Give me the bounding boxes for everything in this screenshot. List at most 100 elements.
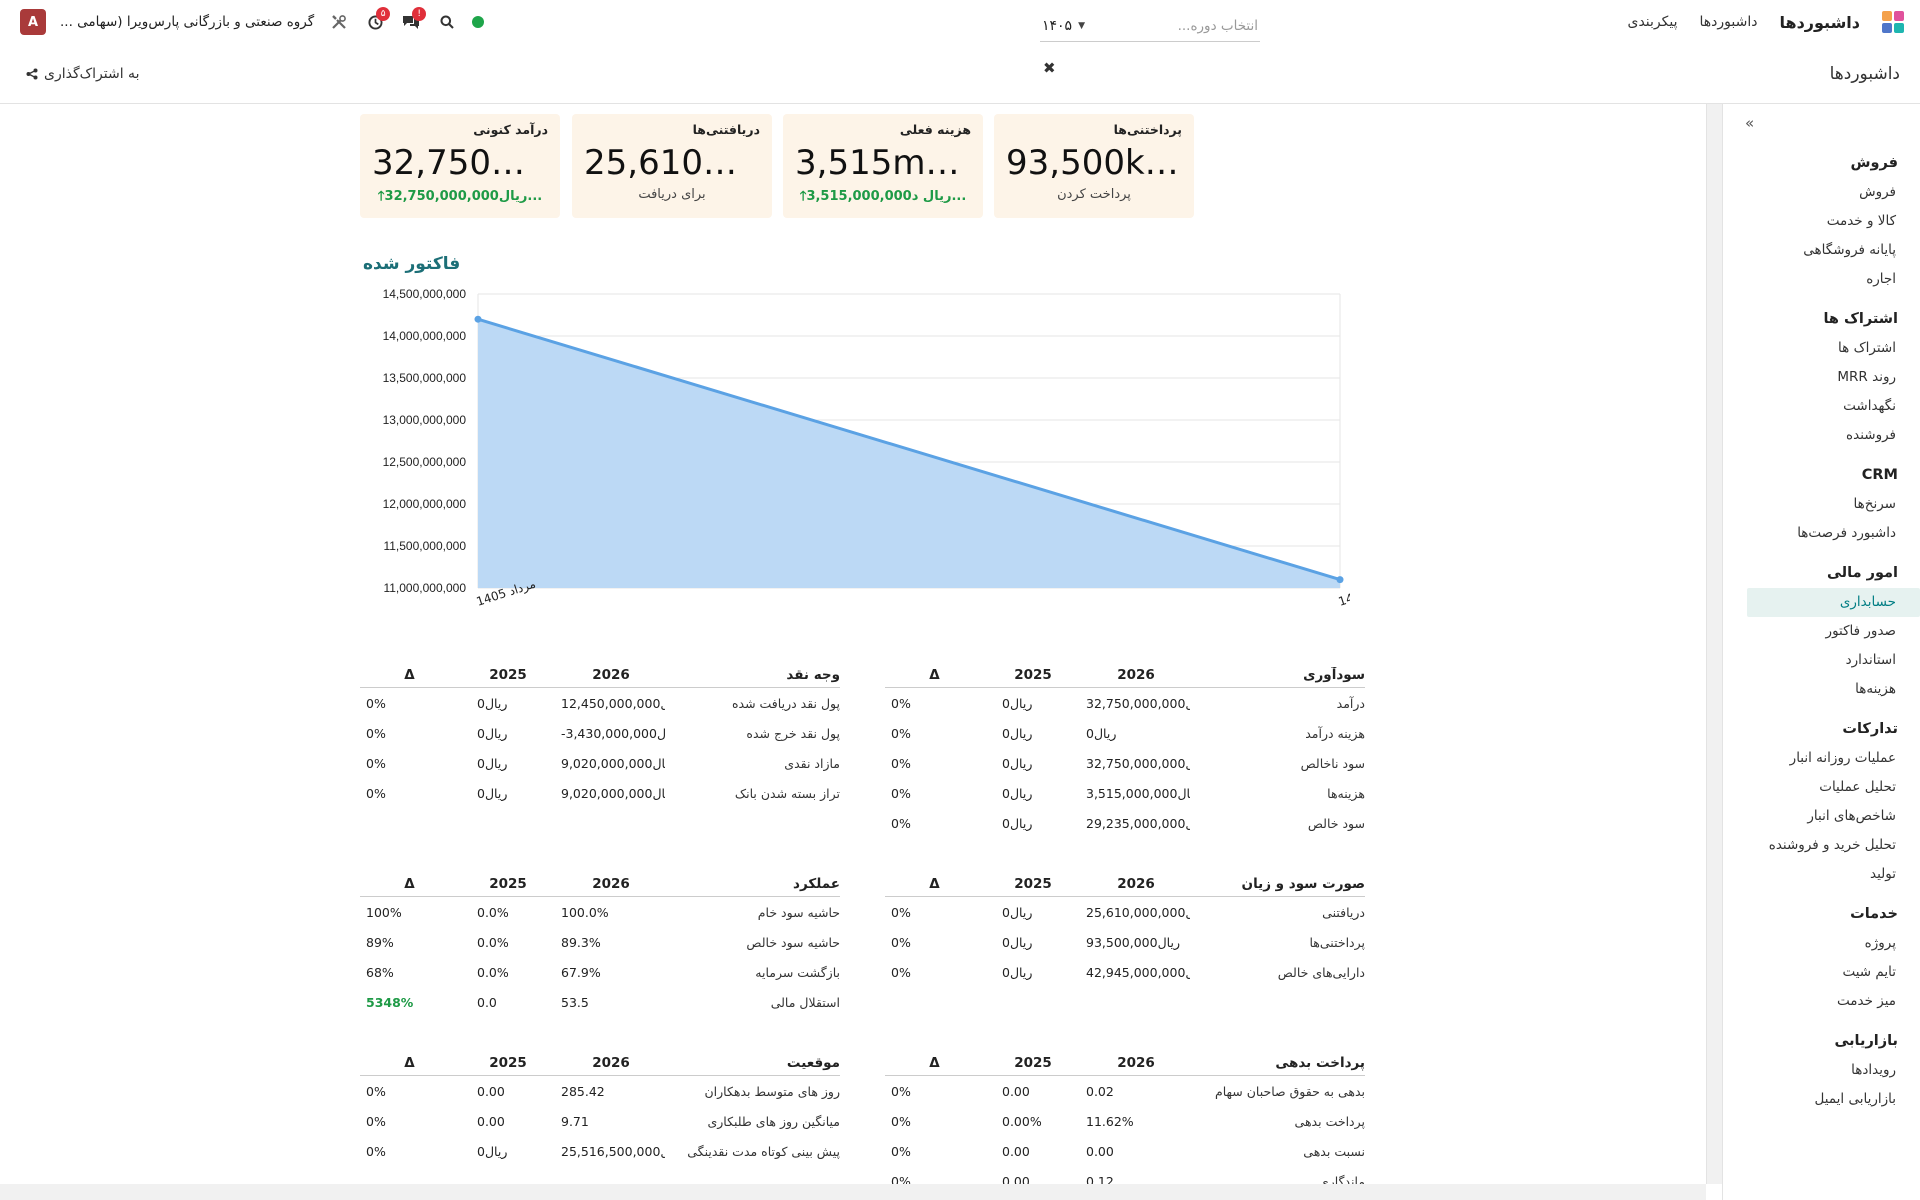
kpi-card-current-revenue[interactable]: درآمد کنونی 32,750m... 🡑32,750,000,000ری… bbox=[360, 114, 560, 218]
sidebar-item[interactable]: فروشنده bbox=[1846, 427, 1896, 443]
sidebar-item[interactable]: تایم شیت bbox=[1842, 964, 1896, 980]
sidebar-item[interactable]: تحلیل عملیات bbox=[1819, 779, 1896, 795]
share-label: به اشتراک‌گذاری bbox=[44, 65, 140, 82]
sidebar-item[interactable]: پروژه bbox=[1864, 935, 1896, 951]
kpi-value: 32,750m... bbox=[372, 143, 548, 183]
column-header-2026: 2026 bbox=[1117, 876, 1155, 892]
y-tick-label: 13,500,000,000 bbox=[383, 371, 467, 385]
value-2026: 285.42 bbox=[561, 1083, 605, 1099]
value-2026: 32,750,000,000ل bbox=[1086, 755, 1190, 771]
table-row[interactable]: میانگین روز های طلبکاری 9.71 0.00 0% bbox=[360, 1106, 840, 1136]
sidebar-item[interactable]: فروش bbox=[1859, 184, 1896, 200]
table-row[interactable]: حاشیه سود خالص 89.3% 0.0% 89% bbox=[360, 927, 840, 957]
column-header-delta: Δ bbox=[404, 1055, 415, 1071]
table-row[interactable]: پول نقد دریافت شده 12,450,000,000ل 0ریال 0% bbox=[360, 688, 840, 718]
table-row[interactable]: دارایی‌های خالص 42,945,000,000ل 0ریال 0% bbox=[885, 957, 1365, 987]
value-2026: 9,020,000,000یال bbox=[561, 755, 665, 771]
y-tick-label: 12,500,000,000 bbox=[383, 455, 467, 469]
sidebar-item[interactable]: اجاره bbox=[1866, 271, 1896, 287]
sidebar-item[interactable]: نگهداشت bbox=[1843, 398, 1896, 414]
table-position: موقعیت 2026 2025 Δ روز های متوسط بدهکاران 285… bbox=[360, 1048, 840, 1166]
table-row[interactable]: نسبت بدهی 0.00 0.00 0% bbox=[885, 1136, 1365, 1166]
row-label: بازگشت سرمایه bbox=[755, 964, 840, 980]
sidebar-item[interactable]: صدور فاکتور bbox=[1825, 623, 1896, 639]
activity-clock-icon[interactable]: ۵ bbox=[364, 7, 391, 33]
sidebar-item[interactable]: حسابداری bbox=[1747, 588, 1920, 617]
table-row[interactable]: استقلال مالی 53.5 0.0 5348% bbox=[360, 987, 840, 1017]
value-2026: 25,516,500,000ل bbox=[561, 1143, 665, 1159]
sidebar-item[interactable]: رویدادها bbox=[1851, 1062, 1896, 1078]
sidebar-section-title: CRM bbox=[1861, 467, 1898, 483]
table-row[interactable]: بدهی به حقوق صاحبان سهام 0.02 0.00 0% bbox=[885, 1076, 1365, 1106]
table-row[interactable]: هزینه درآمد 0ریال 0ریال 0% bbox=[885, 718, 1365, 748]
row-label: هزینه درآمد bbox=[1305, 725, 1365, 741]
table-row[interactable]: پرداخت بدهی 11.62% 0.00% 0% bbox=[885, 1106, 1365, 1136]
share-button[interactable]: به اشتراک‌گذاری bbox=[26, 66, 139, 82]
table-row[interactable]: پیش بینی کوتاه مدت نقدینگی 25,516,500,000… bbox=[360, 1136, 840, 1166]
table-performance: عملکرد 2026 2025 Δ حاشیه سود خام 100.0% 0.0% 10… bbox=[360, 869, 840, 1017]
kpi-title: هزینه فعلی bbox=[899, 122, 971, 137]
company-switcher[interactable]: گروه صنعتی و بازرگانی پارس‌ویرا (سهامی .… bbox=[60, 14, 315, 30]
search-icon[interactable] bbox=[436, 11, 458, 33]
value-2025: 0.00 bbox=[1002, 1083, 1030, 1099]
table-row[interactable]: حاشیه سود خام 100.0% 0.0% 100% bbox=[360, 897, 840, 927]
sidebar-item[interactable]: سرنخ‌ها bbox=[1853, 496, 1896, 512]
table-row[interactable]: روز های متوسط بدهکاران 285.42 0.00 0% bbox=[360, 1076, 840, 1106]
value-2026: 29,235,000,000ل bbox=[1086, 815, 1190, 831]
row-label: حاشیه سود خام bbox=[757, 904, 840, 920]
sidebar-item[interactable]: تولید bbox=[1869, 866, 1896, 882]
table-row[interactable]: پرداختنی‌ها 93,500,000ریال 0ریال 0% bbox=[885, 927, 1365, 957]
chat-icon[interactable]: ! bbox=[400, 7, 427, 33]
sidebar-item[interactable]: روند MRR bbox=[1837, 369, 1896, 385]
sidebar-item[interactable]: شاخص‌های انبار bbox=[1807, 808, 1896, 824]
clear-period-icon[interactable]: ✖ bbox=[1043, 59, 1056, 77]
column-header-2025: 2025 bbox=[489, 876, 527, 892]
app-brand[interactable]: داشبوردها bbox=[1779, 12, 1860, 32]
apps-menu-icon[interactable] bbox=[1882, 11, 1904, 33]
table-row[interactable]: هزینه‌ها 3,515,000,000یال 0ریال 0% bbox=[885, 778, 1365, 808]
table-row[interactable]: دریافتنی 25,610,000,000ل 0ریال 0% bbox=[885, 897, 1365, 927]
sidebar-item[interactable]: بازاریابی ایمیل bbox=[1814, 1091, 1896, 1107]
table-profit-loss: صورت سود و زیان 2026 2025 Δ دریافتنی 25,610,0… bbox=[885, 869, 1365, 987]
sidebar-item[interactable]: کالا و خدمت bbox=[1826, 213, 1896, 229]
period-selector[interactable]: انتخاب دوره... ▼ ۱۴۰۵ bbox=[1040, 10, 1260, 42]
sidebar-item[interactable]: هزینه‌ها bbox=[1855, 681, 1896, 697]
value-2025: 0ریال bbox=[1002, 964, 1033, 980]
sidebar-item[interactable]: عملیات روزانه انبار bbox=[1789, 750, 1896, 766]
table-title: سودآوری bbox=[1303, 667, 1365, 683]
table-row[interactable]: مازاد نقدی 9,020,000,000یال 0ریال 0% bbox=[360, 748, 840, 778]
sidebar-item[interactable]: تحلیل خرید و فروشنده bbox=[1768, 837, 1896, 853]
sidebar-item[interactable]: استاندارد bbox=[1845, 652, 1896, 668]
horizontal-scrollbar[interactable] bbox=[0, 1184, 1706, 1200]
kpi-card-payables[interactable]: پرداختنی‌ها 93,500kریال پرداخت کردن bbox=[994, 114, 1194, 218]
value-delta: 0% bbox=[891, 755, 911, 771]
kpi-value: 3,515mریال bbox=[795, 143, 971, 183]
invoiced-area-chart[interactable]: 14,500,000,000 14,000,000,000 13,500,000,0… bbox=[360, 274, 1350, 734]
table-row[interactable]: درآمد 32,750,000,000ل 0ریال 0% bbox=[885, 688, 1365, 718]
sidebar-item[interactable]: اشتراک ها bbox=[1838, 340, 1896, 356]
column-header-2025: 2025 bbox=[489, 1055, 527, 1071]
tools-icon[interactable] bbox=[328, 11, 350, 33]
table-row[interactable]: پول نقد خرج شده -3,430,000,000ل 0ریال 0% bbox=[360, 718, 840, 748]
nav-link-configuration[interactable]: پیکربندی bbox=[1627, 14, 1678, 30]
value-2025: 0ریال bbox=[1002, 755, 1033, 771]
row-label: پرداختنی‌ها bbox=[1309, 934, 1365, 950]
table-title: عملکرد bbox=[793, 876, 840, 892]
sidebar: » فروش فروش کالا و خدمت پایانه فروشگاهی اجار… bbox=[1722, 104, 1920, 1200]
table-cash: وجه نقد 2026 2025 Δ پول نقد دریافت شده 12,450… bbox=[360, 660, 840, 808]
vertical-scrollbar[interactable] bbox=[1706, 104, 1722, 1184]
nav-link-dashboards[interactable]: داشبوردها bbox=[1699, 14, 1758, 30]
table-row[interactable]: سود ناخالص 32,750,000,000ل 0ریال 0% bbox=[885, 748, 1365, 778]
table-row[interactable]: سود خالص 29,235,000,000ل 0ریال 0% bbox=[885, 808, 1365, 838]
sidebar-item[interactable]: داشبورد فرصت‌ها bbox=[1797, 525, 1896, 541]
user-avatar[interactable]: A bbox=[20, 9, 46, 35]
table-row[interactable]: بازگشت سرمایه 67.9% 0.0% 68% bbox=[360, 957, 840, 987]
sidebar-item[interactable]: پایانه فروشگاهی bbox=[1803, 242, 1896, 258]
kpi-card-receivables[interactable]: دریافتنی‌ها 25,610m... برای دریافت bbox=[572, 114, 772, 218]
value-2026: 42,945,000,000ل bbox=[1086, 964, 1190, 980]
table-row[interactable]: تراز بسته شدن بانک 9,020,000,000یال 0ریال 0… bbox=[360, 778, 840, 808]
kpi-card-current-expense[interactable]: هزینه فعلی 3,515mریال 🡑3,515,000,000ریال… bbox=[783, 114, 983, 218]
row-label: پرداخت بدهی bbox=[1294, 1113, 1365, 1129]
sidebar-item[interactable]: میز خدمت bbox=[1837, 993, 1896, 1009]
sidebar-collapse-icon[interactable]: » bbox=[1745, 114, 1755, 132]
